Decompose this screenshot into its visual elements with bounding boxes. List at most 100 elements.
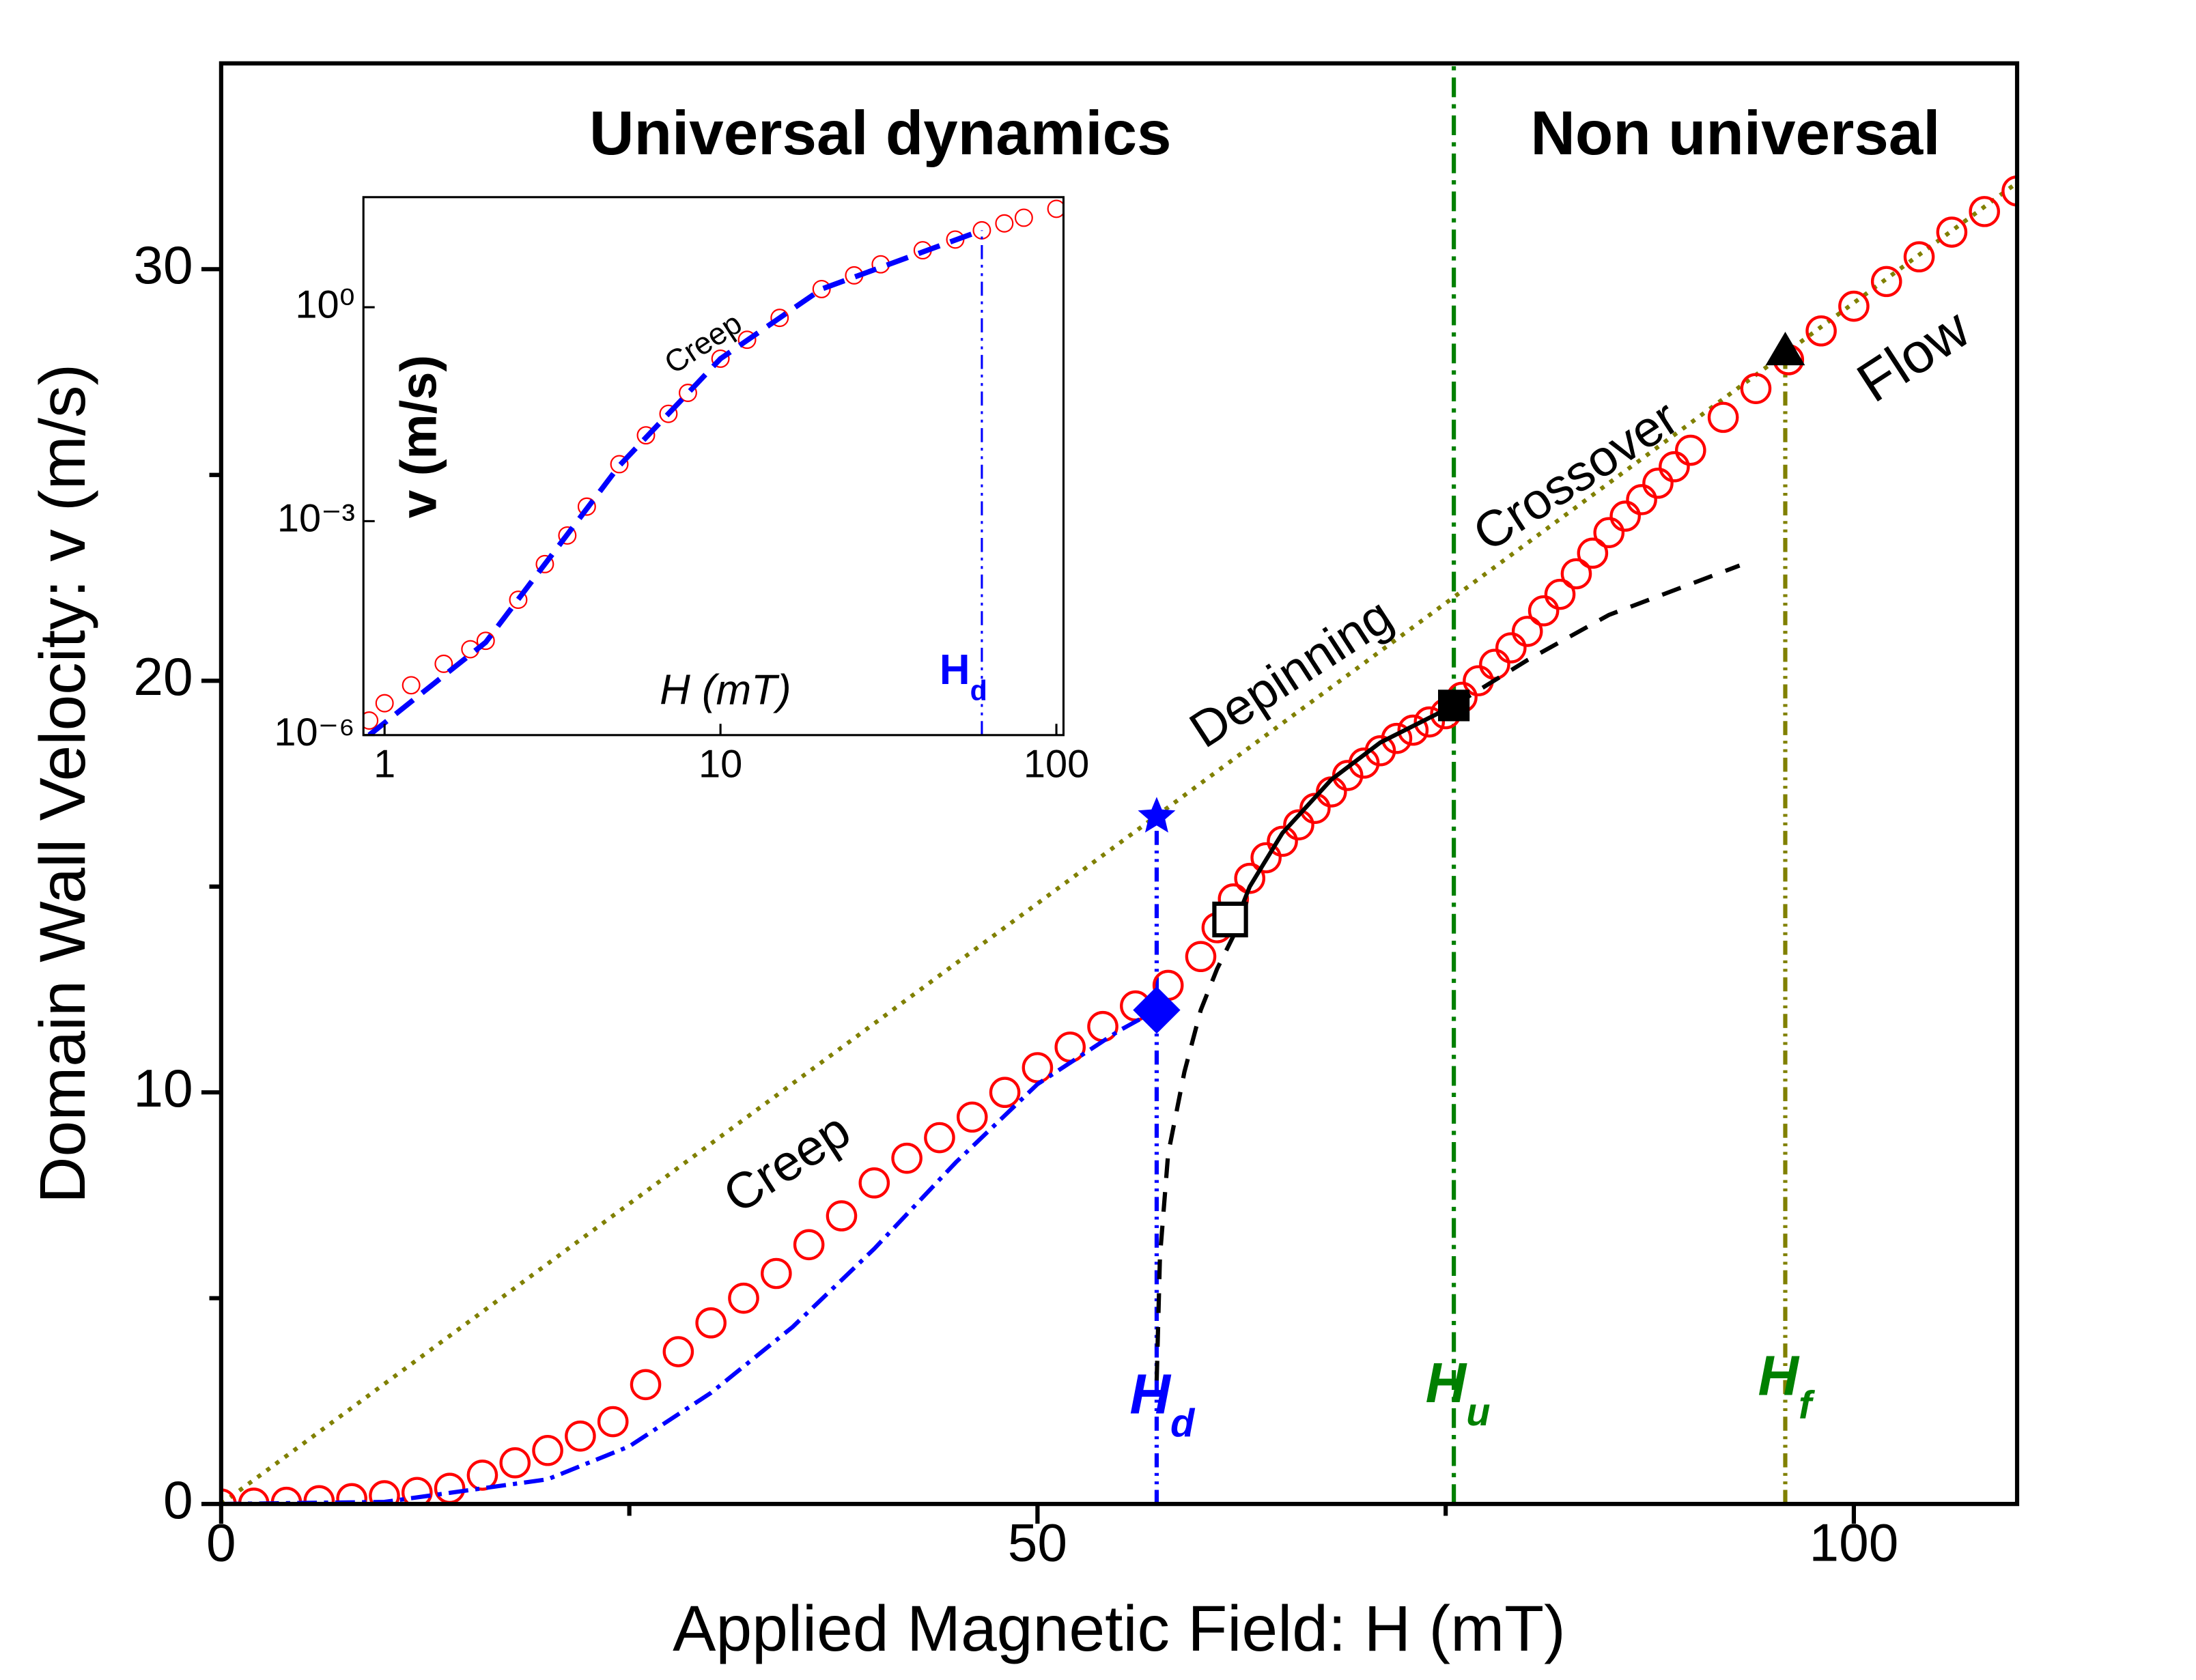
point	[336, 1483, 367, 1505]
x-tick-label: 50	[1008, 1513, 1067, 1573]
point	[1707, 401, 1739, 433]
point	[565, 1420, 596, 1452]
y-axis-label: Domain Wall Velocity: v (m/s)	[27, 364, 99, 1204]
point	[1047, 199, 1064, 218]
point	[1544, 578, 1576, 610]
point	[363, 711, 379, 730]
point	[1528, 595, 1560, 627]
point	[812, 279, 831, 298]
point	[1659, 451, 1690, 483]
square-marker	[1212, 901, 1248, 938]
axes-frame	[219, 61, 2020, 1507]
annotation: Non universal	[1530, 99, 1940, 168]
inset-hd-label: Hd	[940, 646, 987, 706]
point	[1609, 500, 1641, 532]
point	[577, 497, 596, 516]
diamond-marker	[1133, 986, 1181, 1034]
line	[1228, 703, 1455, 937]
y-tick-label: 30	[133, 235, 193, 295]
point	[1511, 616, 1543, 647]
label-sub: u	[1466, 1391, 1490, 1434]
x-axis-label: Applied Magnetic Field: H (mT)	[673, 1593, 1566, 1665]
y-axis-label: v (m/s)	[390, 355, 447, 518]
point	[995, 214, 1014, 233]
point	[956, 1101, 988, 1133]
point	[1577, 537, 1609, 569]
point	[476, 631, 495, 651]
point	[1495, 632, 1527, 664]
point	[597, 1406, 629, 1438]
point	[1267, 825, 1298, 857]
triangle-marker	[1765, 332, 1805, 366]
point	[858, 1167, 890, 1199]
x-tick-label: 1	[374, 742, 395, 786]
axes-frame	[362, 196, 1065, 737]
hu-label: Hu	[1426, 1352, 1491, 1435]
point	[1381, 722, 1413, 754]
point	[770, 309, 789, 328]
main-plot: 0 50 100 0 10 20 30 Applied Magnetic Field: H (…	[27, 61, 2020, 1665]
point	[678, 384, 697, 402]
point	[1283, 809, 1314, 841]
point	[1234, 862, 1266, 894]
point	[434, 654, 453, 673]
y-tick-label: 20	[133, 646, 193, 707]
point	[499, 1447, 531, 1479]
point	[891, 1142, 923, 1174]
point	[466, 1460, 498, 1491]
line	[1154, 935, 1236, 1381]
x-axis-label: H (mT)	[660, 666, 791, 713]
point	[1740, 373, 1772, 404]
point	[826, 1200, 858, 1231]
point	[695, 1307, 727, 1339]
point	[1185, 941, 1217, 973]
point	[1593, 517, 1625, 548]
point	[989, 1077, 1021, 1108]
point	[636, 426, 656, 445]
label-main: H	[940, 646, 970, 694]
point	[630, 1369, 662, 1401]
plot-area	[221, 63, 2018, 1505]
x-tick-label: 100	[1024, 742, 1089, 786]
point	[509, 590, 528, 610]
point	[728, 1282, 759, 1314]
point	[402, 676, 421, 695]
point	[1805, 315, 1837, 347]
y-tick-label: 10	[133, 1058, 193, 1118]
y-tick-label: 10⁰	[295, 283, 354, 326]
point	[924, 1122, 955, 1154]
point	[1936, 216, 1968, 248]
hd-label: Hd	[1129, 1363, 1196, 1446]
point	[1969, 196, 2000, 227]
annotation: Universal dynamics	[589, 99, 1171, 168]
point	[1560, 558, 1592, 590]
point	[1014, 208, 1033, 227]
point	[2001, 175, 2018, 207]
point	[1675, 434, 1706, 466]
annotations: Universal dynamics Non universal	[589, 99, 1940, 168]
point	[535, 554, 554, 573]
label-sub: d	[970, 675, 987, 707]
point	[375, 694, 394, 713]
label-sub: d	[1170, 1402, 1196, 1446]
x-tick-label: 0	[206, 1513, 236, 1573]
square-marker	[1438, 689, 1470, 722]
point	[1903, 241, 1935, 273]
line	[367, 227, 983, 735]
point	[1413, 706, 1446, 738]
point	[303, 1485, 335, 1505]
point	[610, 455, 629, 474]
plot-area	[363, 199, 1064, 735]
line	[221, 1008, 1158, 1505]
y-tick-label: 10⁻³	[277, 497, 355, 541]
point	[1397, 714, 1429, 746]
inset-plot: 1 10 100 10⁻⁶ 10⁻³ 10⁰ H (mT) v (m/s)	[274, 196, 1089, 786]
y-tick-label: 10⁻⁶	[274, 711, 354, 754]
point	[793, 1229, 825, 1261]
point	[1642, 468, 1674, 499]
star-marker	[1138, 797, 1176, 833]
point	[1626, 484, 1657, 515]
point	[558, 526, 577, 545]
